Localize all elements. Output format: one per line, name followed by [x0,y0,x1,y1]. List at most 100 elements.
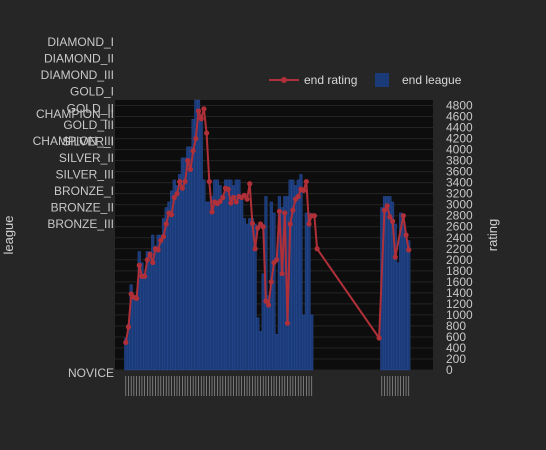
rating-point[interactable] [198,116,204,122]
bar[interactable] [178,174,182,371]
bar[interactable] [242,218,246,371]
bar[interactable] [304,212,308,371]
rating-point[interactable] [195,108,202,114]
rating-point[interactable] [284,320,291,326]
bar[interactable] [237,179,241,371]
bar[interactable] [229,179,233,371]
rating-point[interactable] [249,220,256,227]
rating-point[interactable] [279,270,285,277]
bar[interactable] [307,212,311,371]
rating-point[interactable] [376,335,382,341]
rating-point[interactable] [389,218,396,224]
bar[interactable] [253,223,257,371]
rating-point[interactable] [150,259,156,266]
rating-point[interactable] [220,194,226,201]
rating-point[interactable] [147,251,153,257]
rating-point[interactable] [179,185,185,191]
rating-point[interactable] [384,203,390,209]
rating-point[interactable] [400,213,406,219]
rating-point[interactable] [266,302,272,308]
rating-point[interactable] [306,221,312,227]
rating-point[interactable] [160,234,167,240]
rating-point[interactable] [403,232,409,238]
bar[interactable] [248,218,252,371]
rating-point[interactable] [282,210,288,216]
rating-point[interactable] [287,221,293,227]
rating-point[interactable] [158,237,164,244]
rating-point[interactable] [381,207,388,213]
rating-point[interactable] [155,247,161,253]
rating-point[interactable] [204,130,210,136]
rating-point[interactable] [187,166,194,173]
bar[interactable] [226,179,230,371]
rating-point[interactable] [276,208,282,214]
rating-point[interactable] [185,158,191,164]
bar[interactable] [175,185,179,371]
rating-point[interactable] [136,262,142,268]
rating-point[interactable] [193,135,199,142]
bar[interactable] [232,185,236,371]
bar[interactable] [275,333,279,371]
bar[interactable] [207,201,211,371]
rating-point[interactable] [206,178,212,185]
bar[interactable] [218,185,222,371]
bar[interactable] [167,201,171,371]
rating-point[interactable] [260,224,266,230]
rating-point[interactable] [217,198,223,204]
bar[interactable] [223,179,228,371]
bar[interactable] [205,201,209,371]
bar[interactable] [245,223,249,371]
bar[interactable] [170,190,174,371]
legend[interactable]: end rating end league [269,73,462,87]
bar[interactable] [148,251,152,371]
rating-point[interactable] [301,187,307,193]
rating-point[interactable] [201,106,207,112]
bar[interactable] [159,234,163,371]
bar[interactable] [258,331,263,371]
bar[interactable] [196,99,201,371]
bar[interactable] [385,196,389,371]
rating-point[interactable] [263,298,269,304]
bar[interactable] [294,185,298,371]
bar[interactable] [156,234,160,371]
rating-point[interactable] [290,207,296,213]
legend-item-end-rating[interactable]: end rating [269,73,357,87]
rating-point[interactable] [163,221,169,227]
bar[interactable] [153,245,157,371]
rating-point[interactable] [244,196,250,202]
bar[interactable] [261,273,265,371]
rating-point[interactable] [209,209,215,215]
rating-point[interactable] [241,192,247,198]
rating-point[interactable] [314,246,320,252]
rating-point[interactable] [255,225,261,231]
rating-point[interactable] [303,178,309,185]
rating-point[interactable] [144,257,150,263]
bar[interactable] [310,314,314,371]
bar[interactable] [202,179,206,371]
legend-item-end-league[interactable]: end league [375,73,462,87]
rating-point[interactable] [182,178,188,185]
bar[interactable] [221,196,225,371]
rating-point[interactable] [142,273,148,279]
bar[interactable] [215,179,219,371]
bar[interactable] [135,295,139,371]
bar[interactable] [272,212,276,371]
bar[interactable] [240,196,244,371]
rating-point[interactable] [230,194,237,201]
bar[interactable] [210,196,214,371]
rating-point[interactable] [295,193,301,200]
rating-point[interactable] [228,200,234,206]
rating-point[interactable] [233,199,239,205]
bar[interactable] [302,314,306,371]
rating-point[interactable] [252,246,258,252]
rating-point[interactable] [174,191,180,197]
rating-point[interactable] [125,324,132,330]
rating-point[interactable] [171,194,177,201]
bar[interactable] [143,273,147,371]
bar[interactable] [299,174,303,371]
bar[interactable] [296,179,300,371]
rating-point[interactable] [311,213,318,219]
bar[interactable] [132,295,136,371]
bar[interactable] [256,317,260,371]
rating-point[interactable] [274,257,280,263]
